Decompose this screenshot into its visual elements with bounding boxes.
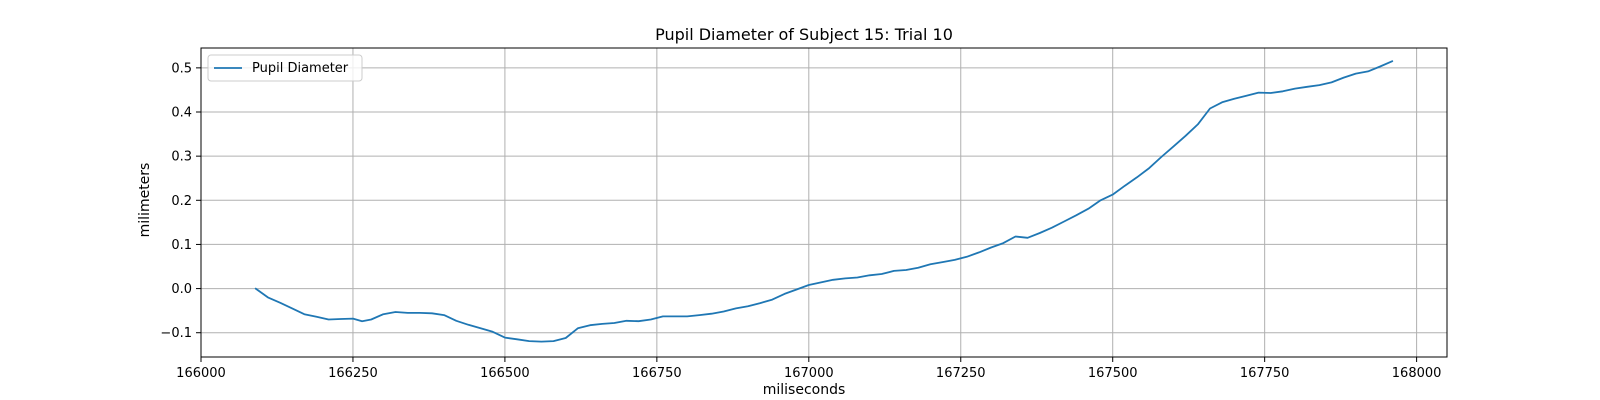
x-tick-label: 166250 bbox=[328, 366, 378, 381]
legend-label: Pupil Diameter bbox=[252, 61, 349, 76]
legend: Pupil Diameter bbox=[207, 54, 363, 82]
y-axis-label: milimeters bbox=[137, 163, 153, 238]
x-tick-label: 167000 bbox=[784, 366, 834, 381]
grid-lines bbox=[200, 48, 1447, 357]
y-tick-label: 0.0 bbox=[171, 282, 192, 297]
x-tick-label: 166000 bbox=[176, 366, 226, 381]
chart-title: Pupil Diameter of Subject 15: Trial 10 bbox=[655, 25, 953, 44]
x-tick-label: 167750 bbox=[1240, 366, 1290, 381]
plot-frame bbox=[200, 47, 1448, 358]
x-axis-label: miliseconds bbox=[763, 382, 846, 398]
x-tick-label: 166500 bbox=[480, 366, 530, 381]
legend-box bbox=[207, 54, 363, 82]
x-tick-label: 168000 bbox=[1392, 366, 1442, 381]
x-tick-label: 167250 bbox=[936, 366, 986, 381]
pupil-diameter-line bbox=[254, 60, 1394, 343]
y-tick-label: 0.2 bbox=[171, 194, 192, 209]
y-tick-label: −0.1 bbox=[160, 326, 192, 341]
y-tick-label: 0.3 bbox=[171, 150, 192, 165]
axis-ticks: 166000 166250 166500 166750 167000 167250 1675… bbox=[160, 61, 1441, 381]
y-tick-label: 0.1 bbox=[171, 238, 192, 253]
y-tick-label: 0.4 bbox=[171, 106, 192, 121]
x-tick-label: 166750 bbox=[632, 366, 682, 381]
y-tick-label: 0.5 bbox=[171, 61, 192, 76]
x-tick-label: 167500 bbox=[1088, 366, 1138, 381]
